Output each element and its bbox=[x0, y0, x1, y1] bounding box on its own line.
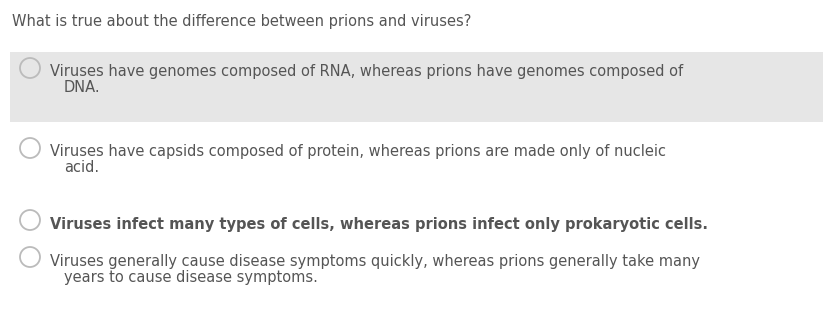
Text: What is true about the difference between prions and viruses?: What is true about the difference betwee… bbox=[12, 14, 471, 29]
Ellipse shape bbox=[20, 58, 40, 78]
Ellipse shape bbox=[20, 247, 40, 267]
Ellipse shape bbox=[20, 210, 40, 230]
Text: Viruses have genomes composed of RNA, whereas prions have genomes composed of: Viruses have genomes composed of RNA, wh… bbox=[50, 64, 683, 79]
FancyBboxPatch shape bbox=[10, 52, 823, 122]
Ellipse shape bbox=[20, 138, 40, 158]
Text: acid.: acid. bbox=[64, 160, 99, 175]
Text: Viruses infect many types of cells, whereas prions infect only prokaryotic cells: Viruses infect many types of cells, wher… bbox=[50, 217, 708, 232]
Text: Viruses generally cause disease symptoms quickly, whereas prions generally take : Viruses generally cause disease symptoms… bbox=[50, 254, 700, 269]
Text: DNA.: DNA. bbox=[64, 80, 101, 95]
Text: Viruses have capsids composed of protein, whereas prions are made only of nuclei: Viruses have capsids composed of protein… bbox=[50, 144, 666, 159]
Text: years to cause disease symptoms.: years to cause disease symptoms. bbox=[64, 270, 318, 285]
